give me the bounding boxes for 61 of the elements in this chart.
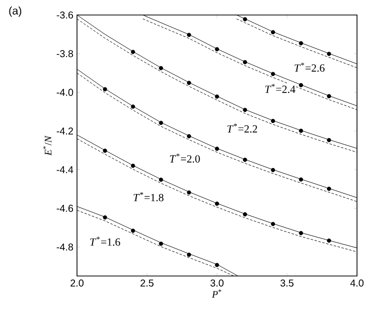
point (158, 66, 164, 70)
y-tick-label: -4.4 (56, 166, 74, 174)
point (186, 190, 192, 195)
point (242, 158, 248, 162)
point (102, 87, 108, 92)
point (270, 168, 276, 172)
point (242, 17, 248, 22)
point (186, 32, 192, 38)
x-tick-label: 4.0 (350, 280, 364, 287)
point (158, 178, 164, 182)
annotation: T$^{*}$=2.4 (265, 84, 296, 94)
x-tick-label: 2.5 (140, 280, 154, 287)
annotation: T$^{*}$=2.2 (227, 124, 258, 133)
annotation: T$^{*}$=2.6 (294, 62, 325, 72)
y-tick-label: -4.8 (56, 243, 74, 251)
point (270, 30, 276, 34)
point (186, 252, 192, 257)
point (326, 238, 332, 243)
point (242, 60, 248, 64)
annotation: T$^{*}$=2.0 (170, 154, 200, 163)
point (326, 138, 332, 142)
x-tick-label: 3.0 (210, 280, 224, 287)
y-tick-label: -4.0 (56, 88, 74, 96)
point (326, 52, 332, 56)
point (186, 80, 192, 85)
point (242, 108, 248, 112)
y-tick-label: -4.2 (56, 128, 73, 134)
point (298, 230, 304, 236)
point (270, 72, 276, 76)
x-tick-label: 3.5 (280, 280, 294, 287)
point (270, 118, 276, 124)
point (326, 94, 332, 98)
point (158, 120, 164, 125)
point (130, 104, 136, 109)
point (242, 212, 248, 216)
point (158, 242, 164, 246)
point (186, 134, 192, 138)
point (214, 202, 220, 206)
text: (a) (9, 6, 22, 17)
annotation: T$^{*}$=1.8 (134, 192, 164, 202)
x-axis-title: P$^{*}$ (212, 289, 222, 298)
point (130, 164, 136, 168)
point (270, 222, 276, 226)
point (214, 146, 220, 151)
point (298, 41, 304, 46)
annotation: T$^{*}$=1.6 (90, 236, 120, 246)
point (102, 215, 108, 220)
x-tick-label: 2.0 (70, 280, 84, 287)
y-tick-label: -3.6 (56, 11, 74, 19)
point (214, 47, 220, 52)
point (298, 83, 304, 88)
point (102, 148, 108, 153)
point (298, 128, 304, 133)
point (298, 177, 304, 182)
point (130, 228, 136, 233)
y-tick-label: -3.8 (56, 50, 74, 58)
y-tick-label: -4.6 (56, 204, 74, 212)
point (326, 186, 332, 191)
point (130, 50, 136, 54)
point (214, 262, 220, 268)
point (214, 94, 220, 99)
